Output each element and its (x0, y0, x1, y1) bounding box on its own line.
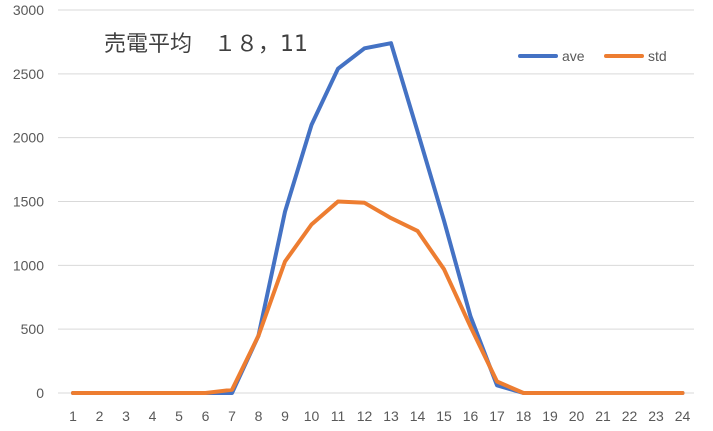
x-tick-label: 22 (622, 408, 638, 424)
chart-title: 売電平均 １８，11 (104, 32, 308, 57)
y-tick-label: 500 (21, 321, 45, 337)
x-tick-label: 4 (149, 408, 157, 424)
x-tick-label: 12 (357, 408, 373, 424)
x-tick-label: 10 (304, 408, 320, 424)
x-tick-label: 1 (69, 408, 77, 424)
y-tick-label: 2500 (13, 66, 44, 82)
x-tick-label: 9 (281, 408, 289, 424)
legend: ave std (518, 48, 667, 64)
x-tick-label: 15 (436, 408, 452, 424)
x-tick-label: 21 (595, 408, 611, 424)
series-lines (71, 41, 685, 395)
y-tick-label: 2000 (13, 130, 44, 146)
x-tick-label: 23 (648, 408, 664, 424)
x-tick-label: 13 (383, 408, 399, 424)
x-axis-tick-labels: 1 2 3 4 5 6 7 8 9 10 11 12 13 14 15 16 17 18 19 20 21 22 23 24 (69, 408, 690, 424)
legend-label-std: std (648, 48, 667, 64)
gridlines (58, 9, 694, 394)
x-tick-label: 18 (516, 408, 532, 424)
legend-label-ave: ave (562, 48, 585, 64)
y-tick-label: 3000 (13, 2, 44, 18)
x-tick-label: 3 (122, 408, 130, 424)
x-tick-label: 11 (331, 408, 346, 424)
x-tick-label: 14 (410, 408, 426, 424)
series-line-ave (71, 41, 685, 395)
y-tick-label: 1500 (13, 194, 44, 210)
x-tick-label: 17 (489, 408, 505, 424)
y-tick-label: 0 (36, 385, 44, 401)
x-tick-label: 20 (569, 408, 585, 424)
x-tick-label: 5 (175, 408, 183, 424)
y-tick-label: 1000 (13, 257, 44, 273)
x-tick-label: 19 (542, 408, 558, 424)
series-line-std (71, 199, 685, 395)
x-tick-label: 24 (675, 408, 691, 424)
y-axis-tick-labels: 0 500 1000 1500 2000 2500 3000 (13, 2, 44, 401)
x-tick-label: 6 (202, 408, 210, 424)
x-tick-label: 2 (96, 408, 104, 424)
x-tick-label: 7 (228, 408, 236, 424)
x-tick-label: 8 (255, 408, 263, 424)
x-tick-label: 16 (463, 408, 479, 424)
